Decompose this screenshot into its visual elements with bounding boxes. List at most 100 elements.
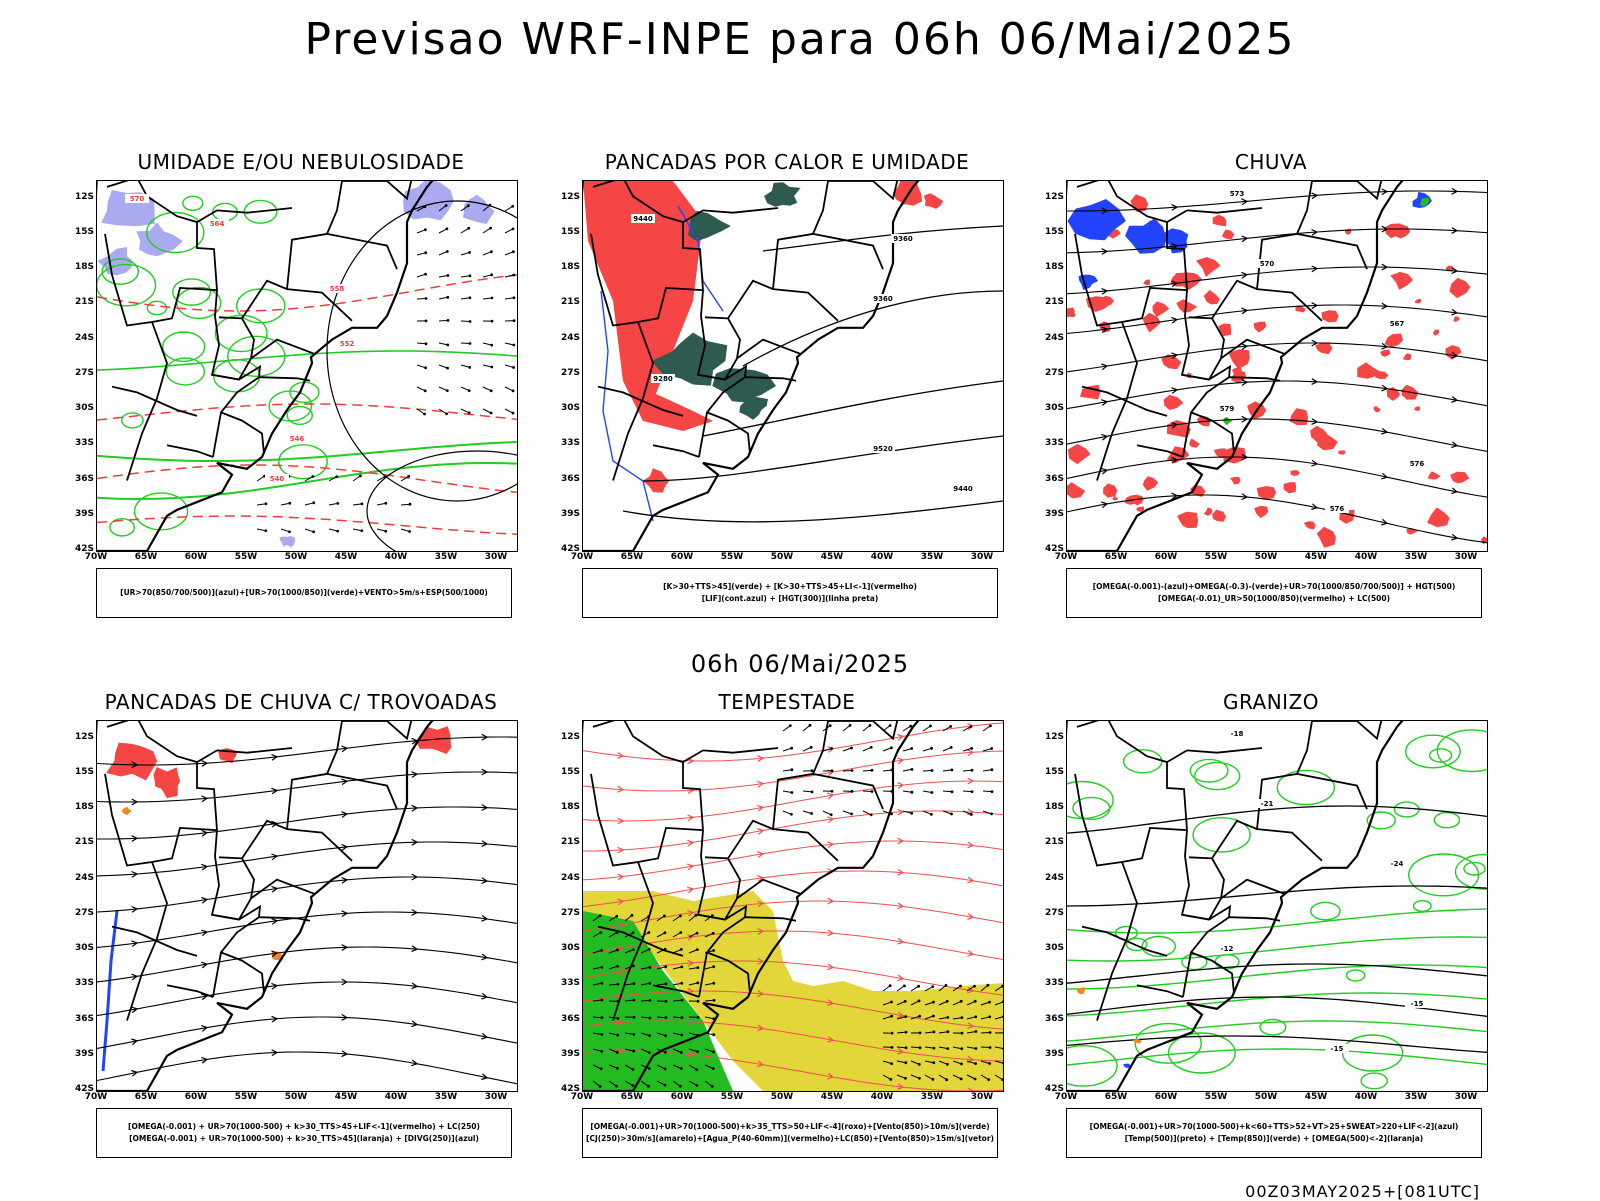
country-state-border bbox=[1182, 830, 1224, 919]
wind-vector-head bbox=[960, 1000, 963, 1003]
wind-vector-head bbox=[617, 983, 620, 986]
rain-red-area bbox=[1449, 278, 1470, 298]
lc250-streamline bbox=[97, 737, 517, 765]
x-tick-label: 60W bbox=[667, 552, 697, 562]
wind-vector-head bbox=[680, 1051, 683, 1054]
wind-vector-head bbox=[336, 502, 339, 505]
wind-vector-head bbox=[712, 965, 715, 968]
wind-vector-head bbox=[680, 966, 683, 969]
country-state-border bbox=[1221, 880, 1284, 899]
wind-vector-head bbox=[647, 931, 650, 934]
wind-vector-head bbox=[696, 932, 699, 935]
contour-label-group: 570 bbox=[125, 194, 149, 203]
country-state-border bbox=[1187, 208, 1262, 213]
wind-vector-head bbox=[991, 768, 994, 771]
x-tick-label: 55W bbox=[717, 552, 747, 562]
legend-line: [OMEGA(-0.001)+UR>70(1000-500)+k<60+TTS>… bbox=[1090, 1121, 1459, 1133]
y-tick-label: 21S bbox=[66, 837, 94, 847]
wind-vector-head bbox=[712, 932, 715, 935]
legend-line: [OMEGA(-0.001) + UR>70(1000-500) + k>30_… bbox=[129, 1133, 479, 1145]
country-state-border bbox=[1229, 917, 1280, 921]
contour-label: -15 bbox=[1331, 1045, 1344, 1053]
country-state-border bbox=[813, 234, 883, 269]
wind-vector-head bbox=[512, 390, 515, 393]
rain-red-area bbox=[1212, 510, 1226, 522]
x-tick-label: 30W bbox=[1451, 1092, 1481, 1102]
map-plot-area bbox=[582, 720, 1004, 1092]
y-tick-label: 15S bbox=[552, 227, 580, 237]
x-tick-label: 60W bbox=[1151, 1092, 1181, 1102]
country-state-border bbox=[259, 377, 310, 381]
contour-label: 9440 bbox=[953, 485, 973, 493]
wind-vector-head bbox=[511, 205, 514, 208]
contour-label: 558 bbox=[330, 285, 345, 293]
wind-vector-head bbox=[931, 791, 934, 794]
hgt500-streamline bbox=[1067, 305, 1487, 333]
wind-vector-head bbox=[871, 769, 874, 772]
rain-red-area bbox=[1214, 448, 1227, 458]
wind-vector-head bbox=[647, 1085, 650, 1088]
y-tick-label: 12S bbox=[66, 192, 94, 202]
wind-vector-head bbox=[973, 985, 976, 988]
rain-red-area bbox=[1143, 476, 1158, 491]
rain-red-area bbox=[1345, 229, 1351, 235]
wind-vector-head bbox=[600, 982, 603, 985]
wind-vector-head bbox=[631, 1084, 634, 1087]
x-tick-label: 40W bbox=[381, 1092, 411, 1102]
x-tick-label: 50W bbox=[281, 552, 311, 562]
x-tick-label: 70W bbox=[567, 552, 597, 562]
x-tick-label: 70W bbox=[1051, 552, 1081, 562]
wind-vector-head bbox=[890, 1001, 893, 1004]
wind-vector-head bbox=[713, 999, 716, 1002]
wind-vector-head bbox=[632, 1050, 635, 1053]
contour-label: 9280 bbox=[653, 375, 673, 383]
wind-vector-head bbox=[903, 985, 906, 988]
map-layers: -12-12-12-15-15-18-21-24 bbox=[1067, 721, 1487, 1091]
wind-vector-head bbox=[490, 412, 493, 415]
wind-vector-head bbox=[696, 1084, 699, 1087]
wind-vector-head bbox=[680, 1034, 683, 1037]
contour-label-group: -12 bbox=[1215, 944, 1239, 953]
wind-vector-head bbox=[616, 1067, 619, 1070]
contour-label: 9440 bbox=[633, 215, 653, 223]
contour-label-group: -24 bbox=[1385, 859, 1409, 868]
y-tick-label: 30S bbox=[66, 943, 94, 953]
rain-red-area bbox=[1143, 279, 1150, 285]
undefined bbox=[112, 427, 135, 446]
wind-vector-head bbox=[512, 274, 515, 277]
temp850-green-contour bbox=[1067, 1049, 1487, 1065]
wind-vector-head bbox=[424, 251, 427, 254]
x-tick-label: 55W bbox=[231, 552, 261, 562]
humidity-blue-area bbox=[463, 195, 495, 224]
wind-vector-head bbox=[512, 228, 515, 231]
wind-vector-head bbox=[974, 1078, 977, 1081]
x-tick-label: 65W bbox=[617, 552, 647, 562]
rain-red-area bbox=[1390, 272, 1413, 290]
wind-vector-head bbox=[851, 790, 854, 793]
country-state-border bbox=[1297, 234, 1367, 269]
wind-vector-head bbox=[951, 769, 954, 772]
wind-vector-head bbox=[680, 948, 683, 951]
y-tick-label: 27S bbox=[66, 908, 94, 918]
y-tick-label: 39S bbox=[1036, 509, 1064, 519]
wind-vector-head bbox=[975, 1047, 978, 1050]
red-convection-area bbox=[924, 193, 944, 209]
hgt500-streamline bbox=[1067, 267, 1487, 294]
wind-vector-head bbox=[265, 502, 268, 505]
country-state-border bbox=[217, 208, 292, 213]
rain-red-area bbox=[1112, 496, 1118, 501]
y-tick-label: 18S bbox=[66, 802, 94, 812]
x-tick-label: 45W bbox=[1301, 1092, 1331, 1102]
wind-vector-head bbox=[791, 791, 794, 794]
contour-label-group: 552 bbox=[335, 339, 359, 348]
contour-label-group: 576 bbox=[1325, 504, 1349, 513]
x-tick-label: 70W bbox=[81, 1092, 111, 1102]
contour-label: -18 bbox=[1231, 730, 1244, 738]
rain-red-area bbox=[1415, 299, 1422, 304]
y-tick-label: 33S bbox=[552, 438, 580, 448]
x-tick-label: 50W bbox=[767, 552, 797, 562]
rain-red-area bbox=[1380, 350, 1391, 357]
wind-vector-head bbox=[512, 412, 515, 415]
